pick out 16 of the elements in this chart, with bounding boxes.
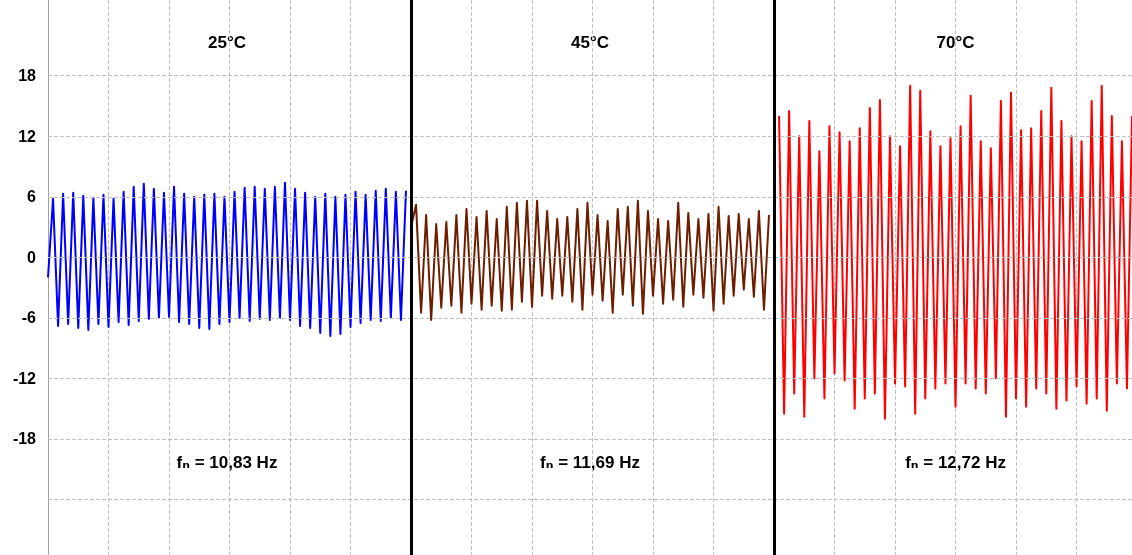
line-series: [47, 181, 407, 338]
y-tick-label: -18: [12, 430, 37, 448]
y-tick-label: -6: [21, 309, 37, 327]
y-tick-label: 0: [27, 248, 37, 266]
annotation: 45°C: [571, 32, 609, 52]
y-tick-label: 6: [27, 188, 37, 206]
annotation: fₙ = 12,72 Hz: [905, 452, 1006, 472]
annotation: 70°C: [936, 32, 975, 52]
y-tick-label: 18: [18, 67, 37, 85]
y-tick-label: 12: [18, 127, 37, 145]
line-series: [410, 199, 770, 321]
annotation: fₙ = 10,83 Hz: [176, 452, 278, 472]
annotation: fₙ = 11,69 Hz: [540, 452, 640, 472]
y-tick-label: -12: [12, 369, 37, 387]
line-series: [778, 84, 1132, 420]
annotation: 25°C: [207, 32, 246, 52]
